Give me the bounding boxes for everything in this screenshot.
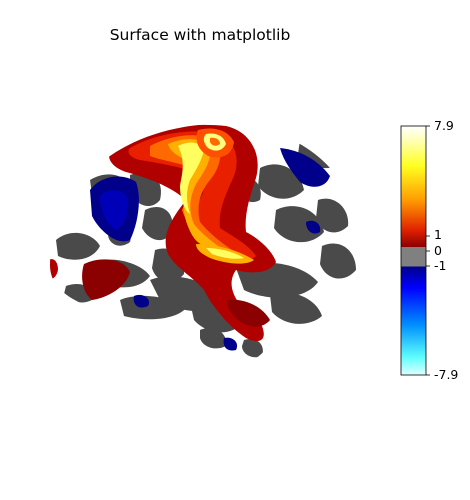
colorbar-tick-label-threshold-neg: -1 — [434, 258, 447, 273]
positive-activation — [50, 124, 277, 342]
negative-activation — [90, 148, 330, 351]
colorbar-tick-label-zero: 0 — [434, 243, 442, 258]
brain-surface — [50, 123, 365, 363]
colorbar-tick-label-min: -7.9 — [434, 367, 459, 382]
colorbar-tick-label-threshold-pos: 1 — [434, 227, 442, 242]
sulcal-patches — [56, 139, 356, 358]
colorbar-gradient — [401, 126, 426, 375]
colorbar — [400, 125, 430, 376]
plot-title: Surface with matplotlib — [109, 26, 291, 44]
colorbar-tick-label-max: 7.9 — [434, 118, 454, 133]
colorbar-frame — [400, 125, 427, 376]
colorbar-ticks — [426, 125, 430, 376]
